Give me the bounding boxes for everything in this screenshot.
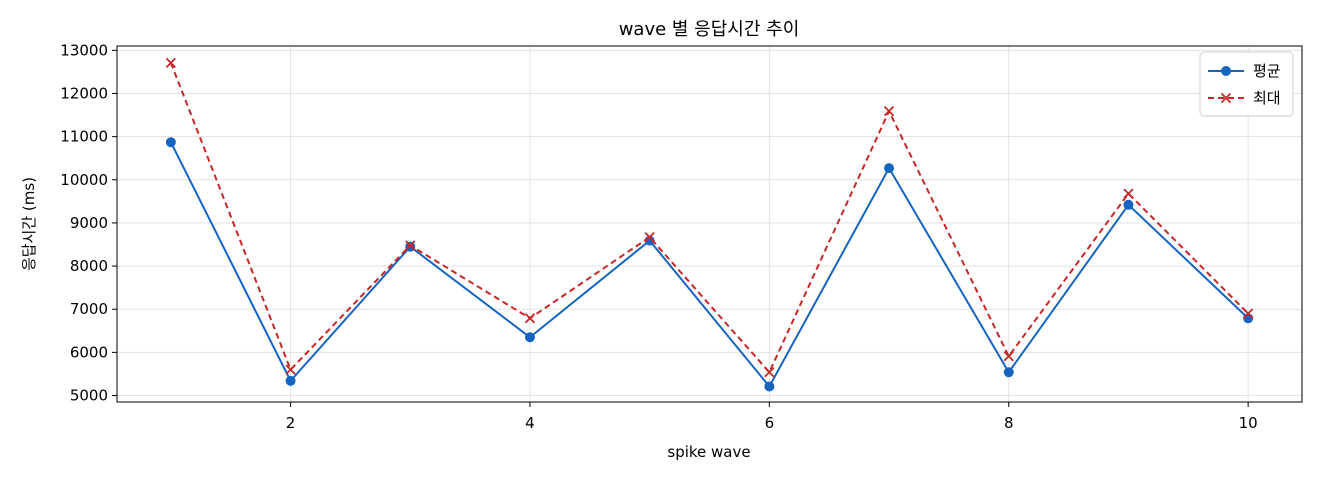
data-point-max xyxy=(285,364,296,375)
data-point-max xyxy=(405,240,416,251)
legend-label-max: 최대 xyxy=(1253,89,1281,107)
legend-label-mean: 평균 xyxy=(1253,62,1281,80)
data-point-max xyxy=(1123,188,1134,199)
x-tick-label: 2 xyxy=(286,414,296,432)
y-tick-label: 7000 xyxy=(70,300,108,318)
y-tick-label: 13000 xyxy=(60,41,108,59)
y-axis-label: 응답시간 (ms) xyxy=(20,177,38,271)
plot-frame xyxy=(116,45,1303,403)
data-point-max xyxy=(524,313,536,324)
data-point-max xyxy=(644,232,655,243)
series-line-mean xyxy=(169,141,1249,388)
data-point-mean xyxy=(165,137,176,148)
x-tick-label: 8 xyxy=(1004,414,1014,432)
data-point-max xyxy=(1003,351,1014,362)
data-point-mean xyxy=(1123,199,1134,210)
x-tick-label: 10 xyxy=(1239,414,1258,432)
y-tick-label: 9000 xyxy=(70,214,108,232)
legend-marker-mean xyxy=(1221,66,1231,76)
series-layer xyxy=(165,57,1254,392)
data-point-mean xyxy=(884,163,895,174)
series-line-max xyxy=(169,62,1249,374)
y-tick-label: 12000 xyxy=(60,84,108,102)
axis-ticks: 2 4 6 8 10 5000 6000 7000 8000 9000 10000 11000 1200… xyxy=(60,41,1257,432)
y-tick-label: 8000 xyxy=(70,257,108,275)
data-point-mean xyxy=(764,381,775,392)
x-tick-label: 4 xyxy=(525,414,535,432)
y-tick-label: 11000 xyxy=(60,128,108,146)
x-tick-label: 6 xyxy=(765,414,775,432)
y-tick-label: 10000 xyxy=(60,171,108,189)
data-point-mean xyxy=(285,375,296,386)
legend: 평균 최대 xyxy=(1199,51,1294,117)
data-point-max xyxy=(1243,308,1254,319)
data-point-max xyxy=(764,367,775,378)
data-point-max xyxy=(165,57,177,68)
y-tick-label: 6000 xyxy=(70,343,108,361)
data-point-mean xyxy=(1003,367,1014,378)
x-axis-label: spike wave xyxy=(667,443,750,461)
y-tick-label: 5000 xyxy=(70,387,108,405)
chart-title: wave 별 응답시간 추이 xyxy=(619,19,800,40)
grid xyxy=(117,46,1302,402)
legend-marker-max xyxy=(1220,92,1232,104)
data-point-mean xyxy=(524,332,535,343)
data-point-max xyxy=(883,106,895,117)
